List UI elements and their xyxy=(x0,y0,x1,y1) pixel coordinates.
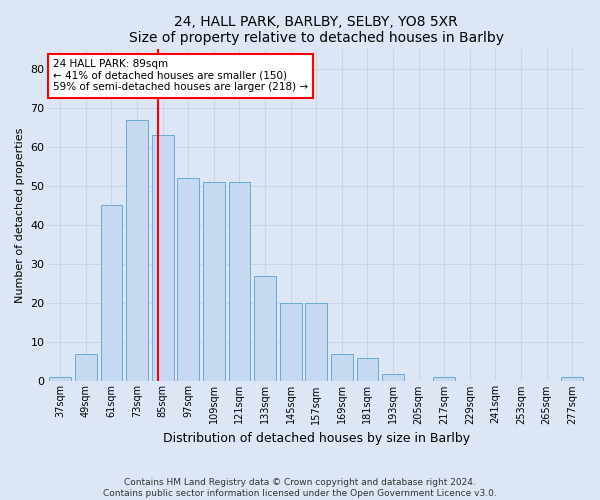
Bar xyxy=(229,182,250,382)
Bar xyxy=(152,135,173,382)
Bar xyxy=(101,206,122,382)
Bar xyxy=(280,303,302,382)
Text: Contains HM Land Registry data © Crown copyright and database right 2024.
Contai: Contains HM Land Registry data © Crown c… xyxy=(103,478,497,498)
Bar xyxy=(178,178,199,382)
Bar xyxy=(75,354,97,382)
Bar xyxy=(49,378,71,382)
Y-axis label: Number of detached properties: Number of detached properties xyxy=(15,128,25,303)
Bar xyxy=(433,378,455,382)
Title: 24, HALL PARK, BARLBY, SELBY, YO8 5XR
Size of property relative to detached hous: 24, HALL PARK, BARLBY, SELBY, YO8 5XR Si… xyxy=(129,15,504,45)
Bar xyxy=(305,303,327,382)
Bar xyxy=(254,276,276,382)
Bar xyxy=(356,358,379,382)
Bar xyxy=(562,378,583,382)
Text: 24 HALL PARK: 89sqm
← 41% of detached houses are smaller (150)
59% of semi-detac: 24 HALL PARK: 89sqm ← 41% of detached ho… xyxy=(53,59,308,92)
X-axis label: Distribution of detached houses by size in Barlby: Distribution of detached houses by size … xyxy=(163,432,470,445)
Bar xyxy=(382,374,404,382)
Bar xyxy=(126,120,148,382)
Bar xyxy=(203,182,225,382)
Bar xyxy=(331,354,353,382)
